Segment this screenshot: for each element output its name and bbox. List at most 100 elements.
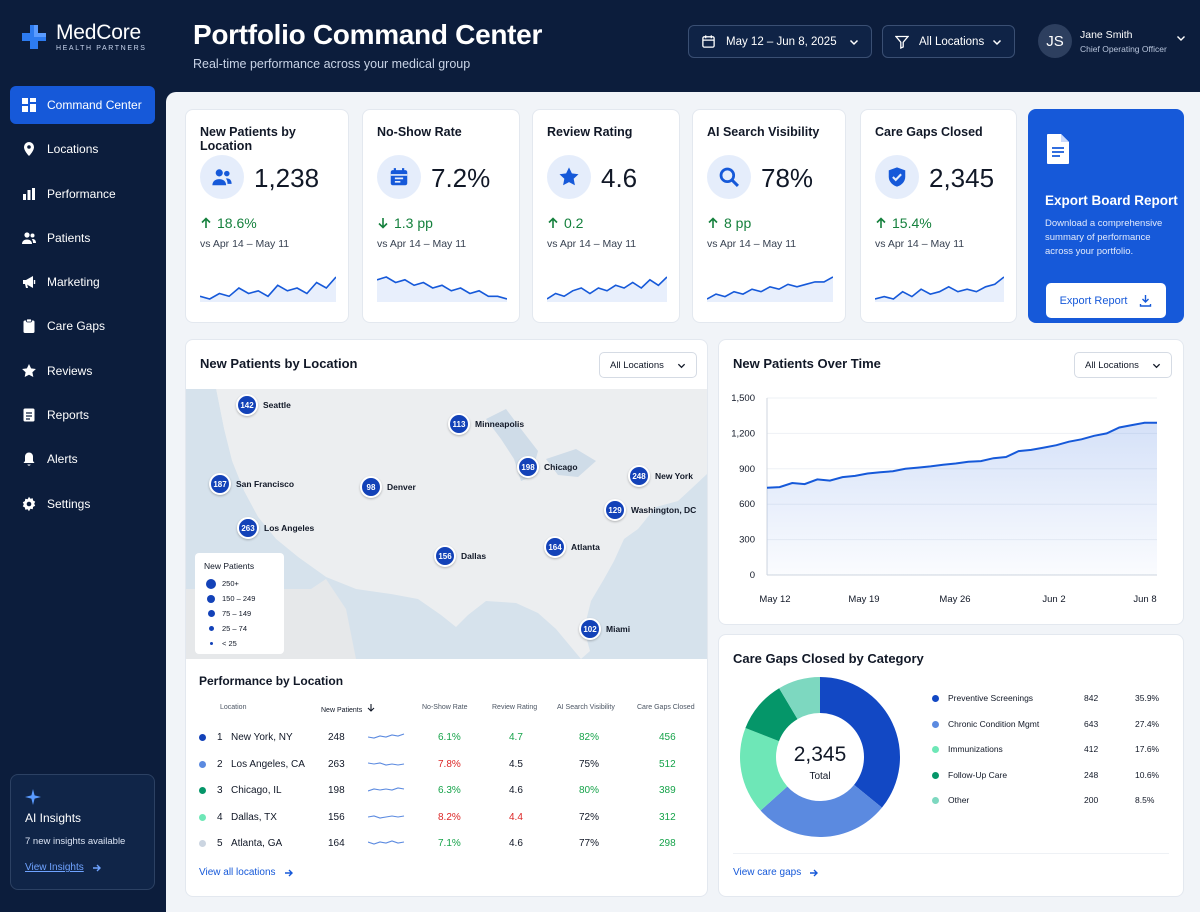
column-header-ai-search-visibility[interactable]: AI Search Visibility <box>557 704 615 711</box>
legend-item[interactable]: Other 200 8.5% <box>932 794 1167 808</box>
kpi-card-care-gaps-closed[interactable]: Care Gaps Closed 2,345 15.4% vs Apr 14 –… <box>860 109 1017 323</box>
table-row[interactable]: 4 Dallas, TX 156 8.2% 4.4 72% 312 <box>186 805 707 831</box>
column-header-review-rating[interactable]: Review Rating <box>492 704 537 711</box>
map-pin-city: Chicago <box>544 462 578 472</box>
table-row[interactable]: 3 Chicago, IL 198 6.3% 4.6 80% 389 <box>186 778 707 804</box>
column-header-label: New Patients <box>321 707 363 714</box>
map-pin-city: New York <box>655 471 693 481</box>
map-pin-atlanta[interactable]: 164 Atlanta <box>544 536 600 558</box>
map-pin-washington-dc[interactable]: 129 Washington, DC <box>604 499 696 521</box>
chevron-down-icon <box>992 39 1002 45</box>
kpi-title: New Patients by Location <box>200 125 296 153</box>
megaphone-icon <box>21 274 37 290</box>
legend-item[interactable]: Follow-Up Care 248 10.6% <box>932 769 1167 783</box>
kpi-title: Care Gaps Closed <box>875 125 983 139</box>
column-header-care-gaps-closed[interactable]: Care Gaps Closed <box>637 704 695 711</box>
sidebar-item-reports[interactable]: Reports <box>10 396 155 434</box>
kpi-card-review-rating[interactable]: Review Rating 4.6 0.2 vs Apr 14 – May 11 <box>532 109 680 323</box>
user-menu[interactable]: JS Jane Smith Chief Operating Officer <box>1038 24 1186 58</box>
map-pin-san-francisco[interactable]: 187 San Francisco <box>209 473 294 495</box>
brand-logo[interactable]: MedCore HEALTH PARTNERS <box>20 22 147 52</box>
export-title: Export Board Report <box>1045 193 1178 208</box>
map-pin-value: 263 <box>237 517 259 539</box>
map-pin-dallas[interactable]: 156 Dallas <box>434 545 486 567</box>
sidebar-item-label: Reports <box>47 408 90 423</box>
row-no-show-rate: 8.2% <box>438 811 461 823</box>
row-ai-visibility: 72% <box>579 811 600 823</box>
user-role: Chief Operating Officer <box>1080 43 1167 54</box>
y-tick-label: 1,200 <box>731 428 755 439</box>
legend-item[interactable]: Immunizations 412 17.6% <box>932 743 1167 757</box>
sidebar-item-performance[interactable]: Performance <box>10 175 155 213</box>
kpi-card-ai-search-visibility[interactable]: AI Search Visibility 78% 8 pp vs Apr 14 … <box>692 109 846 323</box>
export-report-button[interactable]: Export Report <box>1046 283 1166 318</box>
legend-item[interactable]: Preventive Screenings 842 35.9% <box>932 692 1167 706</box>
view-care-gaps-link[interactable]: View care gaps <box>733 867 819 878</box>
legend-category: Immunizations <box>948 744 1003 754</box>
calendar-icon <box>377 155 421 199</box>
export-description: Download a comprehensive summary of perf… <box>1045 218 1163 257</box>
legend-value: 248 <box>1084 769 1099 780</box>
legend-category: Chronic Condition Mgmt <box>948 718 1040 729</box>
table-row[interactable]: 5 Atlanta, GA 164 7.1% 4.6 77% 298 <box>186 831 707 857</box>
kpi-card-no-show-rate[interactable]: No-Show Rate 7.2% 1.3 pp vs Apr 14 – May… <box>362 109 520 323</box>
sidebar-item-marketing[interactable]: Marketing <box>10 263 155 301</box>
column-header-new-patients[interactable]: New Patients <box>321 704 375 714</box>
sort-down-icon <box>367 704 375 712</box>
location-filter-value: All Locations <box>919 35 985 48</box>
x-tick-label: Jun 2 <box>1042 594 1065 605</box>
sidebar-item-command-center[interactable]: Command Center <box>10 86 155 124</box>
legend-color-dot <box>932 695 939 702</box>
sidebar-item-settings[interactable]: Settings <box>10 485 155 523</box>
donut-slice-preventive-screenings[interactable] <box>820 677 900 808</box>
legend-item[interactable]: Chronic Condition Mgmt 643 27.4% <box>932 718 1167 732</box>
kpi-value: 1,238 <box>254 163 320 193</box>
line-chart-location-filter[interactable]: All Locations <box>1074 352 1172 378</box>
shield-check-icon <box>875 155 919 199</box>
map-pin-miami[interactable]: 102 Miami <box>579 618 630 640</box>
legend-category: Follow-Up Care <box>948 769 1008 780</box>
map-pin-minneapolis[interactable]: 113 Minneapolis <box>448 413 524 435</box>
download-icon <box>1140 295 1152 307</box>
donut-slice-other[interactable] <box>779 677 820 720</box>
donut-slice-follow-up-care[interactable] <box>745 688 798 742</box>
column-header-location[interactable]: Location <box>220 704 246 711</box>
us-map[interactable]: 142 Seattle 113 Minneapolis 187 San Francisco… <box>186 389 707 659</box>
donut-slice-chronic-condition-mgmt[interactable] <box>760 784 882 837</box>
map-pin-denver[interactable]: 98 Denver <box>360 476 416 498</box>
sidebar-item-patients[interactable]: Patients <box>10 219 155 257</box>
location-filter[interactable]: All Locations <box>882 25 1015 58</box>
sidebar-item-reviews[interactable]: Reviews <box>10 352 155 390</box>
map-location-filter[interactable]: All Locations <box>599 352 697 378</box>
view-insights-link[interactable]: View Insights <box>25 862 140 873</box>
arrow-up-icon <box>201 217 211 228</box>
legend-percent: 8.5% <box>1135 795 1155 805</box>
legend-item: 75 – 149 <box>204 606 275 621</box>
map-pin-chicago[interactable]: 198 Chicago <box>517 456 578 478</box>
location-pin-icon <box>21 141 37 157</box>
view-all-locations-link[interactable]: View all locations <box>199 867 294 878</box>
row-location: New York, NY <box>231 732 293 743</box>
new-patients-line-chart[interactable]: 0 300 600 900 1,200 1,500 May 12 May 19 May 26 Ju… <box>719 388 1185 618</box>
sidebar-item-locations[interactable]: Locations <box>10 130 155 168</box>
map-pin-los-angeles[interactable]: 263 Los Angeles <box>237 517 314 539</box>
kpi-card-new-patients-by-location[interactable]: New Patients by Location 1,238 18.6% vs … <box>185 109 349 323</box>
map-pin-new-york[interactable]: 248 New York <box>628 465 693 487</box>
donut-slice-immunizations[interactable] <box>740 728 788 811</box>
column-header-no-show-rate[interactable]: No-Show Rate <box>422 704 468 711</box>
legend-label: < 25 <box>222 639 237 648</box>
table-row[interactable]: 2 Los Angeles, CA 263 7.8% 4.5 75% 512 <box>186 752 707 778</box>
care-gaps-donut-chart[interactable] <box>735 672 905 842</box>
sidebar-item-care-gaps[interactable]: Care Gaps <box>10 307 155 345</box>
map-pin-seattle[interactable]: 142 Seattle <box>236 394 291 416</box>
table-row[interactable]: 1 New York, NY 248 6.1% 4.7 82% 456 <box>186 725 707 751</box>
legend-percent: 10.6% <box>1135 769 1160 780</box>
date-range-picker[interactable]: May 12 – Jun 8, 2025 <box>688 25 872 58</box>
row-review-rating: 4.4 <box>509 811 523 823</box>
legend-percent: 35.9% <box>1135 693 1160 703</box>
kpi-delta-value: 15.4% <box>892 215 932 231</box>
sidebar-item-alerts[interactable]: Alerts <box>10 440 155 478</box>
clipboard-icon <box>21 318 37 334</box>
sidebar-item-label: Locations <box>47 142 99 157</box>
column-header-label: Care Gaps Closed <box>637 704 695 711</box>
